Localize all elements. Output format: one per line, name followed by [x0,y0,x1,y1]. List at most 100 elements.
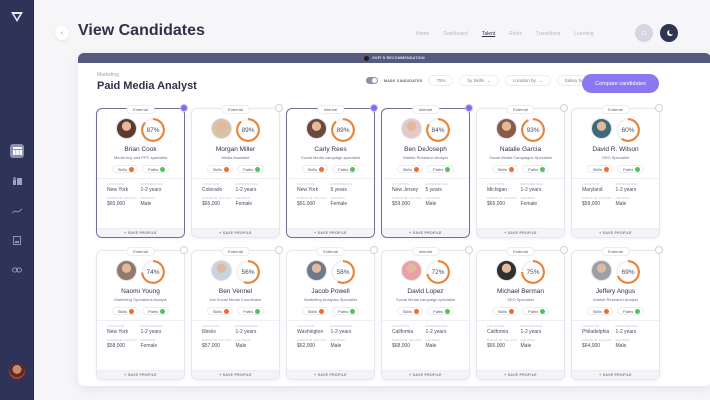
match-score: 69% [621,268,635,276]
candidate-card[interactable]: External 60% David R. Wilson SEO Special… [571,104,663,238]
skills-tag[interactable]: Skills [491,165,519,173]
paths-tag[interactable]: Paths [427,165,455,173]
nav-transitions[interactable]: Transitions [535,31,561,37]
compare-candidates-button[interactable]: Compare candidates [582,74,659,93]
candidate-card[interactable]: Internal 72% David Lopez Social Media ca… [381,246,473,380]
select-candidate-checkbox[interactable] [655,104,663,112]
candidate-card[interactable]: External 93% Natalie Garcia Social Media… [476,104,568,238]
select-candidate-checkbox[interactable] [180,246,188,254]
select-candidate-checkbox[interactable] [370,104,378,112]
candidate-name[interactable]: David R. Wilson [592,146,639,153]
skills-tag[interactable]: Skills [586,165,614,173]
nav-roles[interactable]: Roles [509,31,522,37]
paths-tag[interactable]: Paths [142,165,170,173]
location-filter-dropdown[interactable]: Location by ⌄ [504,75,551,86]
sidebar-item-links[interactable] [10,263,24,277]
sidebar-item-documents[interactable] [10,233,24,247]
candidate-card[interactable]: Internal 89% Carly Rees Social Media cam… [286,104,378,238]
candidate-card[interactable]: External 69% Jeffery Angus Market Resear… [571,246,663,380]
paths-tag[interactable]: Paths [332,307,360,315]
select-candidate-checkbox[interactable] [560,104,568,112]
user-avatar[interactable] [9,363,25,379]
salary-label: MINIMUM SALARY [582,338,613,342]
skills-filter-dropdown[interactable]: by Skills ⌄ [459,75,499,86]
paths-tag[interactable]: Paths [522,307,550,315]
skills-tag[interactable]: Skills [111,307,139,315]
select-candidate-checkbox[interactable] [370,246,378,254]
skills-tag[interactable]: Skills [396,165,424,173]
save-profile-button[interactable]: + SAVE PROFILE [287,370,374,379]
candidate-card[interactable]: External 75% Michael Berman SEO Speciali… [476,246,568,380]
candidate-name[interactable]: Ben Vennel [218,288,253,295]
select-candidate-checkbox[interactable] [465,104,473,112]
theme-toggle-button[interactable] [660,24,678,42]
sidebar-item-people[interactable] [10,174,24,188]
save-profile-button[interactable]: + SAVE PROFILE [97,228,184,237]
match-score: 72% [431,268,445,276]
skills-tag[interactable]: Skills [301,165,329,173]
paths-tag[interactable]: Paths [522,165,550,173]
candidate-card[interactable]: External 89% Morgan Miller Media Assista… [191,104,283,238]
candidate-name[interactable]: David Lopez [407,288,444,295]
logo-icon[interactable] [11,12,23,22]
candidate-name[interactable]: Jeffery Angus [595,288,636,295]
save-profile-button[interactable]: + SAVE PROFILE [572,370,659,379]
skills-tag[interactable]: Skills [301,307,329,315]
select-candidate-checkbox[interactable] [275,246,283,254]
select-candidate-checkbox[interactable] [180,104,188,112]
nav-talent[interactable]: Talent [481,31,496,37]
skills-tag[interactable]: Skills [206,307,234,315]
candidate-name[interactable]: Jacob Powell [311,288,350,295]
select-candidate-checkbox[interactable] [655,246,663,254]
skills-tag[interactable]: Skills [206,165,234,173]
paths-tag[interactable]: Paths [237,165,265,173]
sidebar-item-analytics[interactable] [10,204,24,218]
paths-tag[interactable]: Paths [332,165,360,173]
paths-tag[interactable]: Paths [617,165,645,173]
save-profile-button[interactable]: + SAVE PROFILE [382,370,469,379]
candidate-card[interactable]: External 58% Jacob Powell Marketing Anal… [286,246,378,380]
skills-tag[interactable]: Skills [396,307,424,315]
sidebar-item-grid[interactable] [10,144,24,158]
paths-tag[interactable]: Paths [237,307,265,315]
match-filter[interactable]: 75% [428,75,454,86]
save-profile-button[interactable]: + SAVE PROFILE [192,370,279,379]
save-profile-button[interactable]: + SAVE PROFILE [97,370,184,379]
save-profile-button[interactable]: + SAVE PROFILE [477,228,564,237]
nav-home[interactable]: Home [416,31,430,37]
candidate-name[interactable]: Natalie Garcia [499,146,542,153]
back-button[interactable]: ‹ [55,26,69,40]
candidate-card[interactable]: Internal 84% Ben DeJoseph Market Researc… [381,104,473,238]
save-profile-button[interactable]: + SAVE PROFILE [572,228,659,237]
save-profile-button[interactable]: + SAVE PROFILE [477,370,564,379]
select-candidate-checkbox[interactable] [275,104,283,112]
paths-tag[interactable]: Paths [427,307,455,315]
match-score-ring: 89% [236,118,260,142]
nav-learning[interactable]: Learning [574,31,594,37]
candidate-name[interactable]: Morgan Miller [215,146,256,153]
salary-value: $61,000 [297,201,316,207]
save-profile-button[interactable]: + SAVE PROFILE [287,228,374,237]
save-profile-button[interactable]: + SAVE PROFILE [192,228,279,237]
skills-tag[interactable]: Skills [491,307,519,315]
skills-tag[interactable]: Skills [111,165,139,173]
candidate-name[interactable]: Brian Cook [124,146,157,153]
save-profile-button[interactable]: + SAVE PROFILE [382,228,469,237]
notifications-button[interactable] [635,24,653,42]
select-candidate-checkbox[interactable] [560,246,568,254]
nav-dashboard[interactable]: Dashboard [443,31,468,37]
paths-tag[interactable]: Paths [142,307,170,315]
candidate-card[interactable]: External 87% Brian Cook Media buy and PP… [96,104,188,238]
select-candidate-checkbox[interactable] [465,246,473,254]
page-title: View Candidates [78,22,205,39]
experience-label: EXPERIENCE [235,182,258,186]
candidate-card[interactable]: External 74% Naomi Young Marketing Opera… [96,246,188,380]
mask-candidates-toggle[interactable] [366,77,378,84]
paths-tag[interactable]: Paths [617,307,645,315]
skills-tag[interactable]: Skills [586,307,614,315]
candidate-card[interactable]: External 56% Ben Vennel Job Social Media… [191,246,283,380]
candidate-name[interactable]: Naomi Young [121,288,160,295]
candidate-name[interactable]: Carly Rees [314,146,347,153]
candidate-name[interactable]: Ben DeJoseph [404,146,447,153]
candidate-name[interactable]: Michael Berman [497,288,544,295]
